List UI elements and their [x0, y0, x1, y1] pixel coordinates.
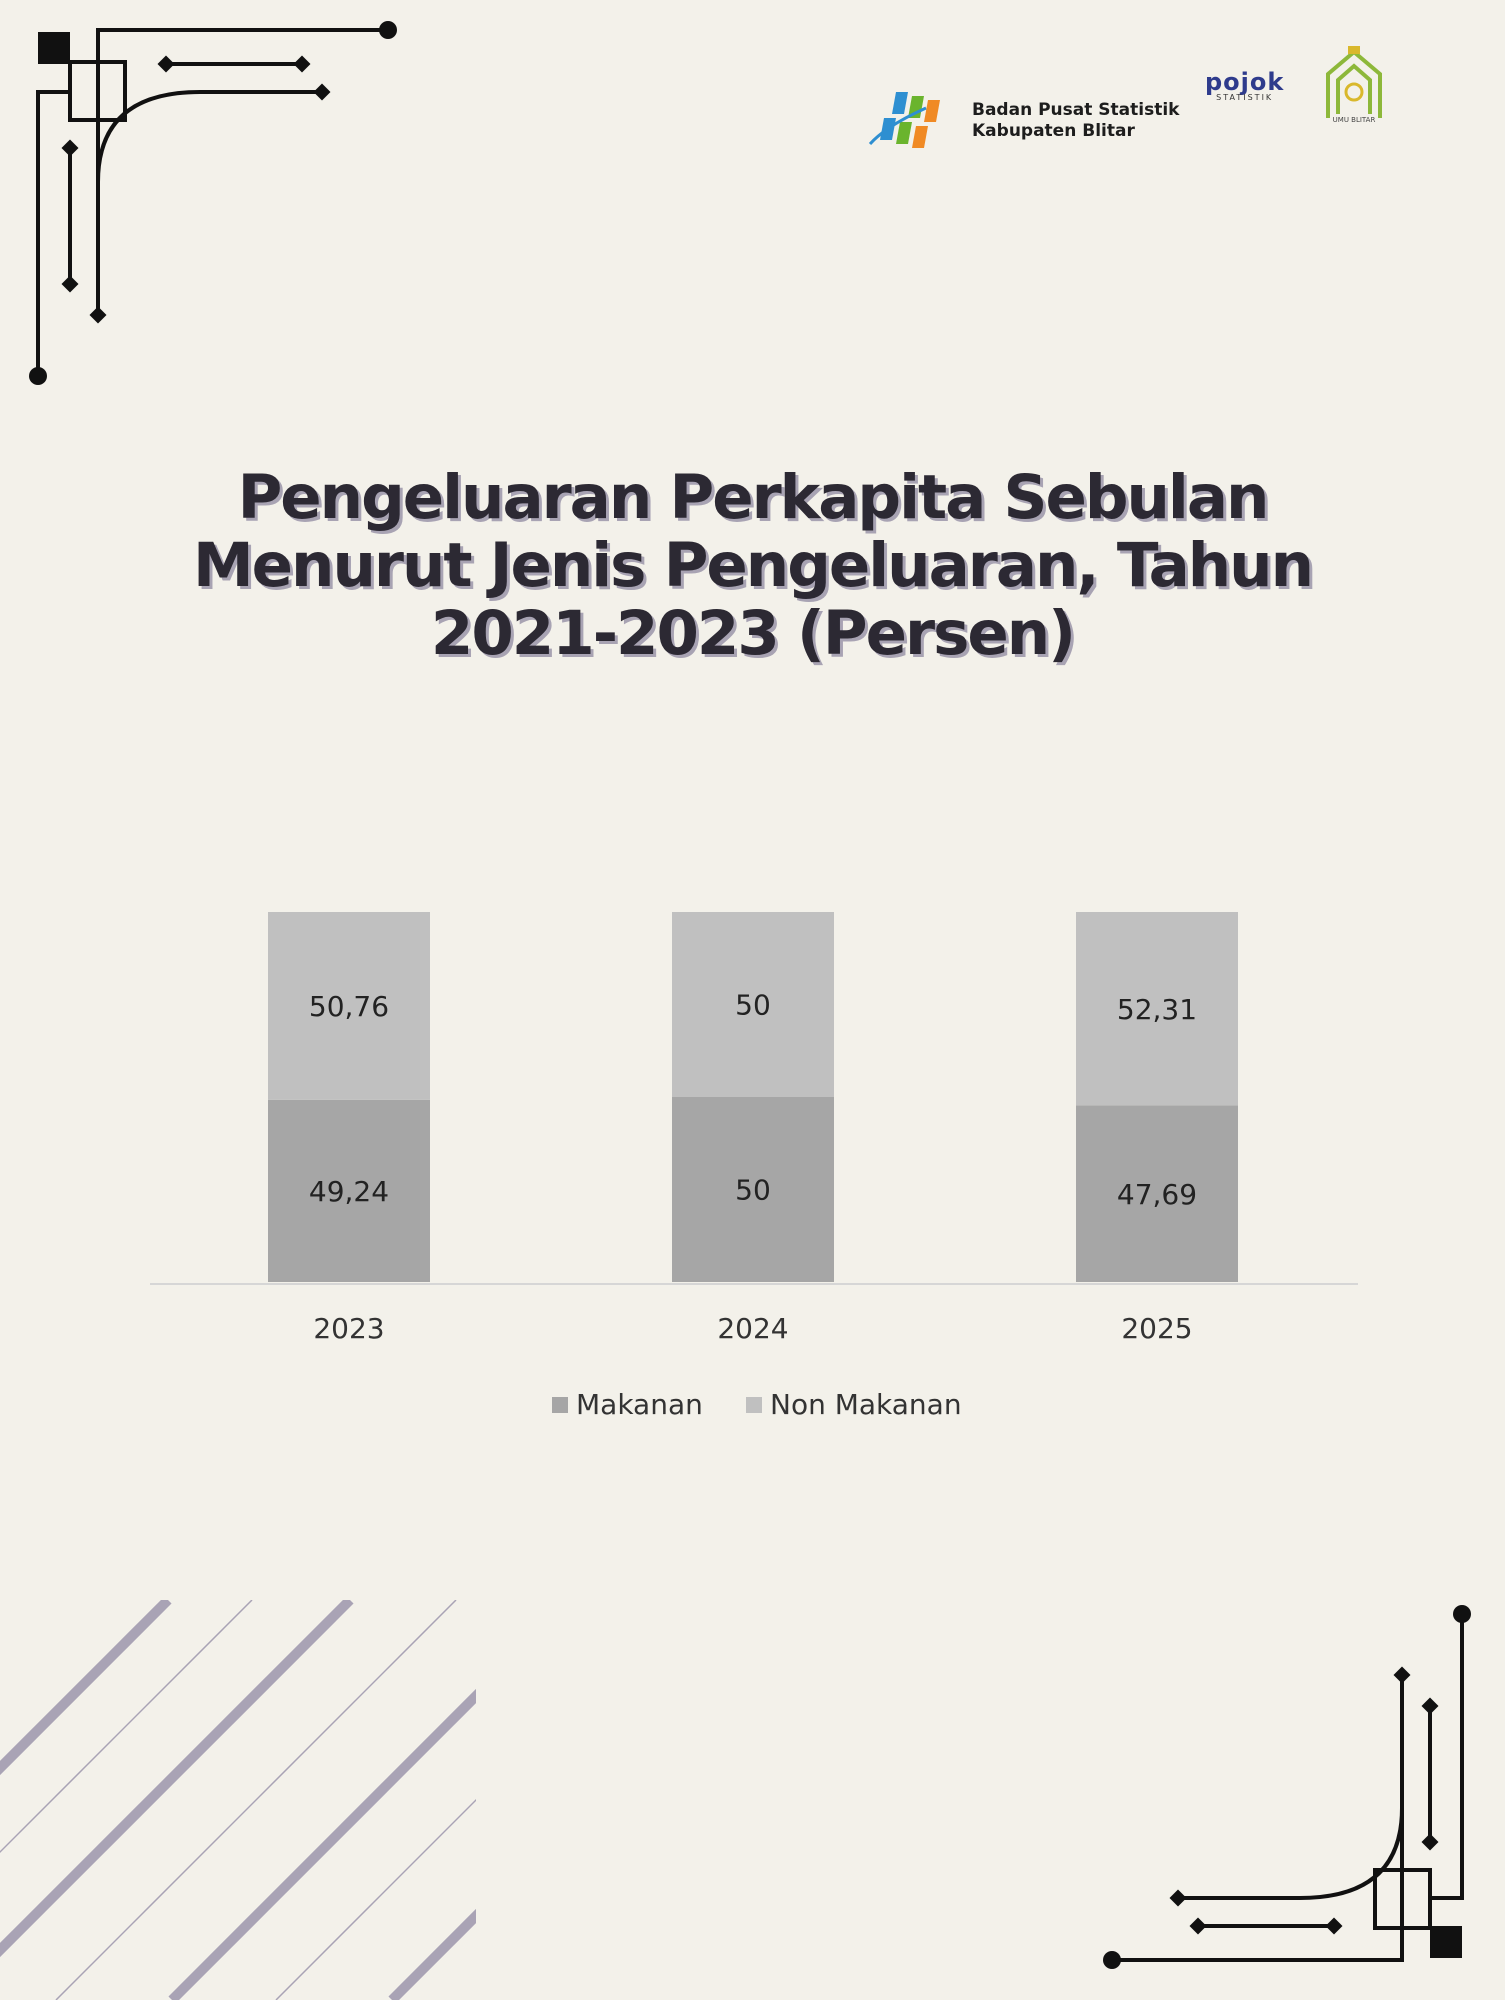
bar-non-makanan-2025: [1076, 912, 1238, 1106]
data-label: 49,24: [309, 1175, 389, 1208]
x-tick-label: 2023: [313, 1312, 384, 1345]
bar-makanan-2024: [672, 1097, 834, 1282]
legend-label: Makanan: [576, 1388, 703, 1421]
org-name-line2: Kabupaten Blitar: [972, 121, 1135, 141]
corner-decoration-bottom-right: [1103, 1605, 1471, 1969]
legend-swatch: [746, 1397, 762, 1413]
pojok-statistik-logo: pojok STATISTIK: [1205, 68, 1284, 102]
bps-logo-icon: [868, 92, 940, 148]
pojok-logo-word: pojok: [1205, 68, 1285, 96]
umu-logo-text: UMU BLITAR: [1333, 116, 1376, 124]
pojok-logo-sub: STATISTIK: [1216, 93, 1274, 102]
data-label: 50,76: [309, 990, 389, 1023]
x-tick-label: 2024: [717, 1312, 788, 1345]
umu-blitar-logo-icon: UMU BLITAR: [1326, 46, 1382, 124]
org-name-line1: Badan Pusat Statistik: [972, 100, 1180, 120]
organization-name: Badan Pusat Statistik Kabupaten Blitar: [972, 100, 1179, 142]
data-label: 50: [735, 1174, 771, 1207]
data-label: 52,31: [1117, 993, 1197, 1026]
data-label: 50: [735, 989, 771, 1022]
bar-non-makanan-2023: [268, 912, 430, 1100]
page-title: Pengeluaran Perkapita Sebulan Menurut Je…: [192, 462, 1314, 669]
data-label: 47,69: [1117, 1178, 1197, 1211]
corner-decoration-top-left: [29, 21, 397, 385]
x-tick-label: 2025: [1121, 1312, 1192, 1345]
stacked-bar-chart: 49,24 50,76 2023 50 50 2024 47,69 52,31 2025 Maka…: [150, 912, 1358, 1421]
diagonal-stripes-decoration: [0, 1600, 476, 2000]
bar-makanan-2023: [268, 1099, 430, 1282]
legend-label: Non Makanan: [770, 1388, 962, 1421]
bar-non-makanan-2024: [672, 912, 834, 1097]
legend-swatch: [552, 1397, 568, 1413]
bar-makanan-2025: [1076, 1105, 1238, 1282]
